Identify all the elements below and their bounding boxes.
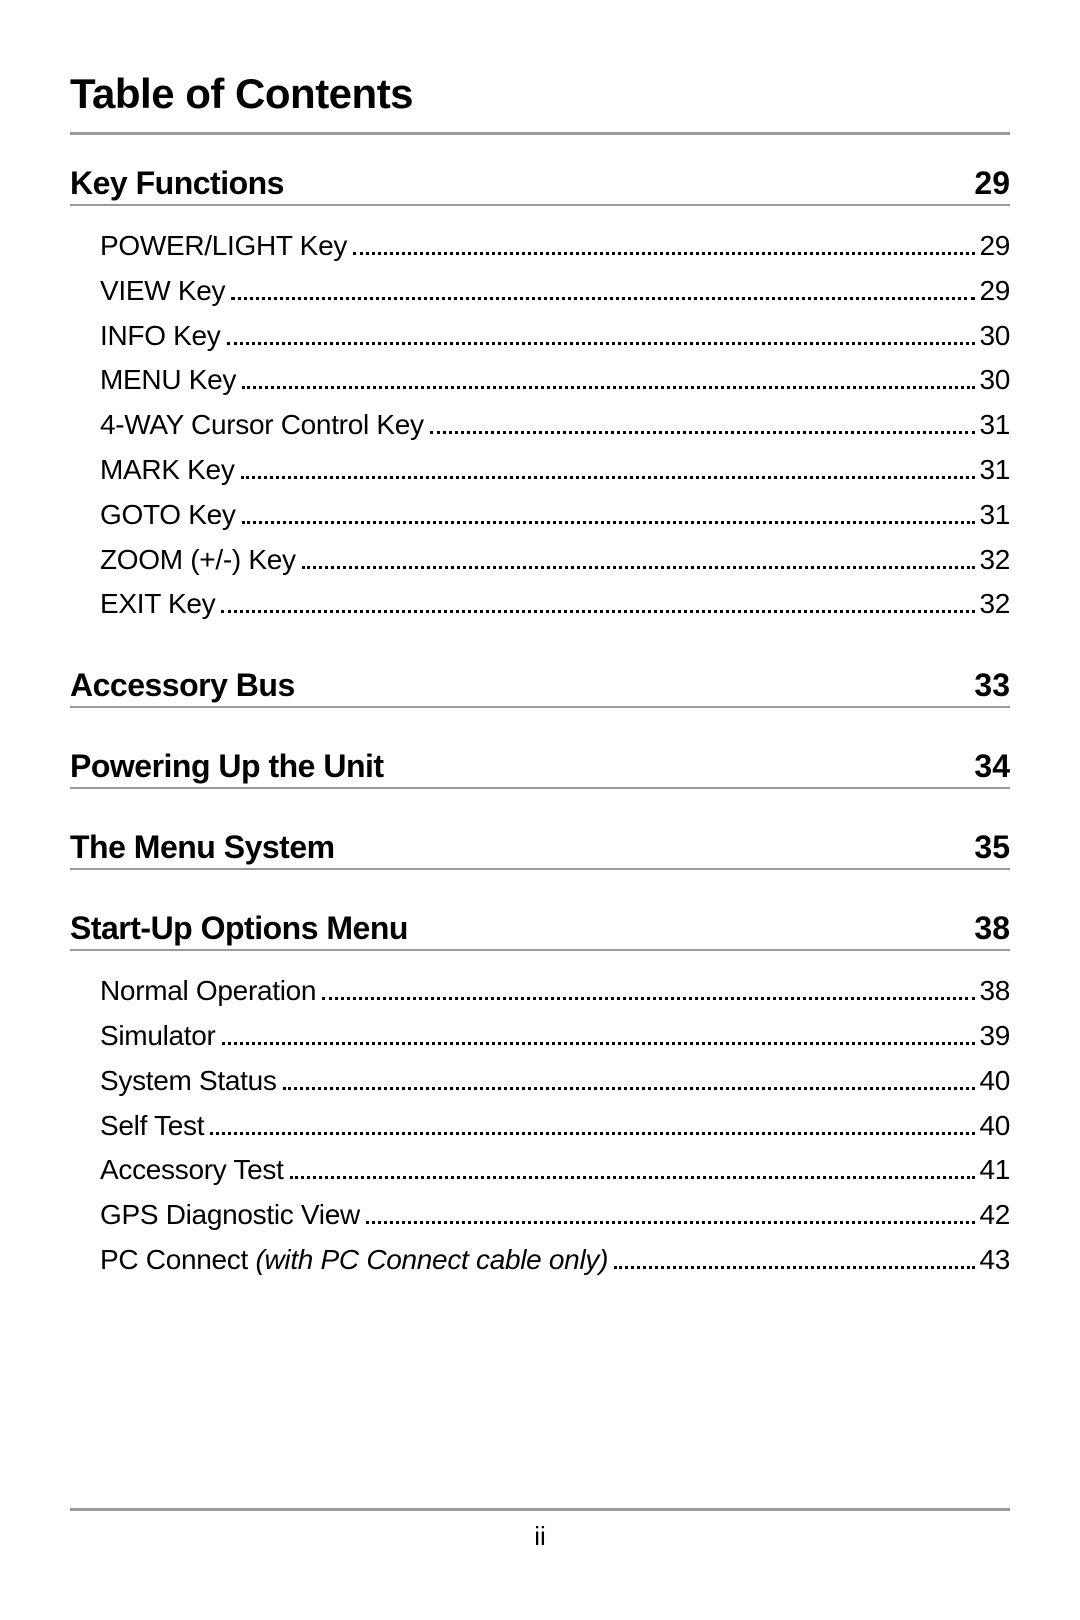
- toc-entry: 4-WAY Cursor Control Key 31: [70, 403, 1010, 448]
- toc-entry: INFO Key 30: [70, 314, 1010, 359]
- toc-entry-label: Self Test: [100, 1104, 204, 1149]
- section-page: 35: [974, 829, 1010, 866]
- section-heading: The Menu System 35: [70, 829, 1010, 870]
- section-page: 34: [974, 748, 1010, 785]
- toc-leader-dots: [353, 252, 975, 255]
- section-heading: Powering Up the Unit 34: [70, 748, 1010, 789]
- section-title: Key Functions: [70, 165, 284, 202]
- toc-entry-page: 31: [979, 403, 1010, 448]
- toc-entry: GPS Diagnostic View 42: [70, 1193, 1010, 1238]
- toc-entry-page: 29: [979, 269, 1010, 314]
- toc-entry-note: (with PC Connect cable only): [248, 1244, 608, 1275]
- toc-entry: MARK Key 31: [70, 448, 1010, 493]
- toc-leader-dots: [283, 1087, 976, 1090]
- section-heading: Key Functions 29: [70, 165, 1010, 206]
- toc-leader-dots: [242, 386, 975, 389]
- section-title: Accessory Bus: [70, 667, 295, 704]
- toc-entry-label: GPS Diagnostic View: [100, 1193, 360, 1238]
- toc-entry-page: 32: [979, 582, 1010, 627]
- toc-entry-label: POWER/LIGHT Key: [100, 224, 347, 269]
- toc-entry-label: System Status: [100, 1059, 277, 1104]
- toc-entry: VIEW Key 29: [70, 269, 1010, 314]
- toc-entry-page: 30: [979, 314, 1010, 359]
- toc-entry-label: MENU Key: [100, 358, 236, 403]
- toc-leader-dots: [430, 431, 976, 434]
- section-title: Start-Up Options Menu: [70, 910, 408, 947]
- toc-entry: MENU Key 30: [70, 358, 1010, 403]
- toc-entry-label: GOTO Key: [100, 493, 236, 538]
- toc-entry-page: 40: [979, 1059, 1010, 1104]
- toc-leader-dots: [290, 1176, 976, 1179]
- toc-leader-dots: [210, 1132, 975, 1135]
- toc-entry-page: 43: [979, 1238, 1010, 1283]
- toc-entry-label: Accessory Test: [100, 1148, 284, 1193]
- toc-leader-dots: [614, 1266, 975, 1269]
- toc-leader-dots: [222, 1042, 976, 1045]
- toc-entry-page: 39: [979, 1014, 1010, 1059]
- page-footer: ii: [70, 1508, 1010, 1552]
- section-title: The Menu System: [70, 829, 335, 866]
- toc-entry-label: INFO Key: [100, 314, 221, 359]
- section-page: 29: [974, 165, 1010, 202]
- title-rule: [70, 132, 1010, 135]
- toc-leader-dots: [322, 997, 975, 1000]
- section-entries: Normal Operation 38Simulator 39System St…: [70, 969, 1010, 1283]
- toc-entry-page: 31: [979, 448, 1010, 493]
- toc-entry: Self Test 40: [70, 1104, 1010, 1149]
- toc-entry: System Status 40: [70, 1059, 1010, 1104]
- toc-entry: ZOOM (+/-) Key 32: [70, 538, 1010, 583]
- toc-entry: Simulator 39: [70, 1014, 1010, 1059]
- toc-entry-page: 41: [979, 1148, 1010, 1193]
- toc-entry: Normal Operation 38: [70, 969, 1010, 1014]
- toc-leader-dots: [242, 521, 976, 524]
- toc-entry: POWER/LIGHT Key 29: [70, 224, 1010, 269]
- toc-leader-dots: [366, 1221, 976, 1224]
- section-page: 33: [974, 667, 1010, 704]
- toc-entry-page: 40: [979, 1104, 1010, 1149]
- toc-entry: PC Connect (with PC Connect cable only) …: [70, 1238, 1010, 1283]
- toc-entry-label: Simulator: [100, 1014, 216, 1059]
- toc-entry-label: EXIT Key: [100, 582, 215, 627]
- toc-entry-page: 42: [979, 1193, 1010, 1238]
- section-heading: Start-Up Options Menu 38: [70, 910, 1010, 951]
- toc-entry: Accessory Test 41: [70, 1148, 1010, 1193]
- toc-leader-dots: [241, 476, 976, 479]
- toc-entry-label: MARK Key: [100, 448, 235, 493]
- toc-entry-page: 31: [979, 493, 1010, 538]
- page: Table of Contents Key Functions29POWER/L…: [0, 0, 1080, 1620]
- footer-rule: [70, 1508, 1010, 1511]
- section-entries: POWER/LIGHT Key 29VIEW Key 29INFO Key 30…: [70, 224, 1010, 627]
- toc-entry-label: VIEW Key: [100, 269, 225, 314]
- toc-entry: EXIT Key 32: [70, 582, 1010, 627]
- toc-entry-label: Normal Operation: [100, 969, 316, 1014]
- toc-entry-label: 4-WAY Cursor Control Key: [100, 403, 424, 448]
- section-page: 38: [974, 910, 1010, 947]
- section-title: Powering Up the Unit: [70, 748, 384, 785]
- toc-entry-page: 32: [979, 538, 1010, 583]
- page-number: ii: [70, 1521, 1010, 1552]
- toc-leader-dots: [231, 297, 975, 300]
- toc-body: Key Functions29POWER/LIGHT Key 29VIEW Ke…: [70, 165, 1010, 1283]
- toc-entry: GOTO Key 31: [70, 493, 1010, 538]
- toc-leader-dots: [221, 610, 975, 613]
- toc-leader-dots: [227, 342, 976, 345]
- toc-leader-dots: [302, 566, 976, 569]
- toc-entry-page: 30: [979, 358, 1010, 403]
- section-heading: Accessory Bus 33: [70, 667, 1010, 708]
- toc-title: Table of Contents: [70, 70, 1010, 118]
- toc-entry-page: 29: [979, 224, 1010, 269]
- toc-entry-label: ZOOM (+/-) Key: [100, 538, 296, 583]
- toc-entry-label: PC Connect (with PC Connect cable only): [100, 1238, 608, 1283]
- toc-entry-page: 38: [979, 969, 1010, 1014]
